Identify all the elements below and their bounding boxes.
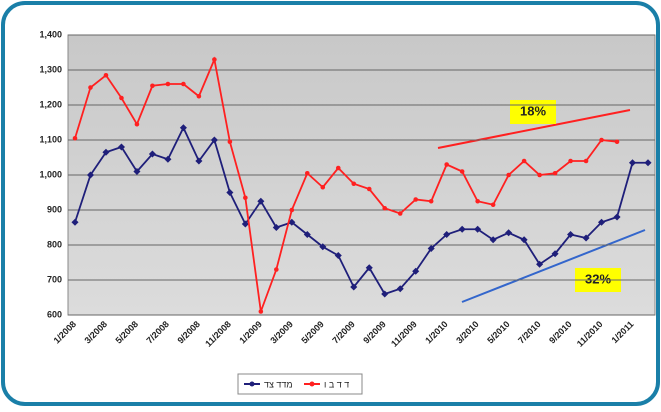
y-tick-label: 800	[47, 239, 62, 249]
point	[365, 264, 373, 272]
trend-line	[437, 109, 631, 149]
point	[134, 121, 140, 127]
point	[536, 260, 544, 268]
point	[241, 220, 249, 228]
point	[72, 135, 78, 141]
legend-marker	[309, 381, 315, 387]
point	[582, 234, 590, 242]
y-tick-label: 1,400	[39, 29, 62, 39]
point	[614, 139, 620, 145]
point	[598, 218, 606, 226]
y-tick-label: 600	[47, 309, 62, 319]
point	[150, 83, 155, 89]
point	[335, 165, 341, 171]
point	[568, 158, 573, 164]
y-tick-label: 900	[47, 204, 62, 214]
annotation: 18%	[520, 103, 546, 118]
series-line	[74, 125, 648, 296]
point	[397, 211, 403, 216]
point	[88, 85, 93, 90]
legend-marker	[249, 381, 255, 387]
point	[567, 230, 575, 239]
point	[210, 136, 218, 144]
point	[195, 157, 203, 165]
point	[444, 162, 449, 167]
point	[381, 290, 389, 298]
point	[119, 95, 124, 101]
point	[304, 170, 310, 176]
series-line	[74, 56, 618, 312]
y-tick-label: 1,300	[39, 64, 62, 74]
point	[628, 159, 637, 167]
point	[382, 205, 388, 211]
point	[613, 213, 621, 221]
point	[583, 158, 589, 164]
point	[288, 218, 296, 226]
point	[443, 230, 451, 239]
point	[196, 93, 202, 99]
point	[226, 188, 234, 197]
point	[396, 285, 404, 293]
point	[552, 170, 558, 176]
point	[506, 172, 511, 178]
point	[350, 283, 358, 291]
point	[227, 139, 233, 145]
y-tick-label: 1,100	[39, 134, 62, 144]
point	[334, 251, 342, 260]
point	[366, 186, 372, 192]
point	[521, 158, 527, 164]
point	[103, 72, 109, 78]
point	[181, 81, 186, 87]
point	[133, 167, 141, 176]
point	[475, 198, 480, 204]
point	[86, 171, 95, 179]
point	[148, 150, 156, 158]
point	[320, 184, 326, 190]
annotation-box	[510, 100, 556, 124]
point	[489, 236, 497, 244]
point	[459, 169, 465, 174]
point	[71, 218, 79, 226]
legend	[237, 373, 363, 395]
point	[413, 197, 419, 202]
annotation: 32%	[585, 271, 611, 286]
point	[458, 225, 466, 233]
point	[505, 229, 513, 237]
point	[490, 202, 496, 208]
point	[520, 236, 528, 244]
point	[165, 81, 171, 87]
legend-label: ד ד ב ו	[324, 379, 349, 389]
y-tick-label: 1,200	[39, 99, 62, 109]
point	[274, 267, 279, 272]
point	[412, 267, 420, 275]
point	[644, 159, 652, 167]
point	[289, 207, 295, 213]
point	[428, 198, 434, 204]
point	[117, 143, 125, 151]
point	[537, 172, 542, 178]
point	[319, 243, 327, 251]
y-tick-label: 700	[47, 274, 62, 284]
point	[351, 181, 357, 187]
point	[474, 225, 482, 233]
point	[243, 195, 248, 201]
point	[164, 155, 172, 163]
point	[599, 137, 604, 143]
point	[212, 57, 217, 62]
legend-label: מדד צד	[264, 379, 293, 389]
point	[257, 197, 265, 205]
point	[427, 244, 435, 253]
point	[102, 148, 110, 156]
y-tick-label: 1,000	[39, 169, 62, 179]
point	[258, 309, 264, 314]
point	[303, 230, 311, 239]
point	[551, 250, 559, 258]
point	[272, 223, 280, 232]
trend-line	[461, 229, 646, 303]
point	[179, 124, 187, 132]
